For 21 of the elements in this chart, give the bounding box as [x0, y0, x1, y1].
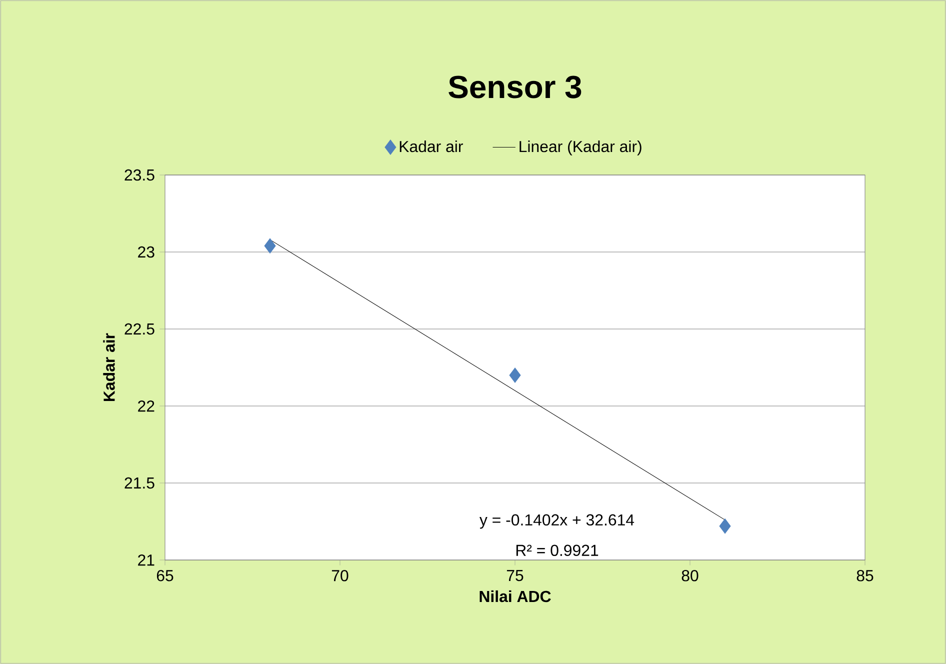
y-tick-label: 23.5 — [124, 169, 154, 181]
y-axis-title: Kadar air — [103, 333, 115, 401]
x-tick-label: 65 — [156, 570, 174, 582]
x-tick-label: 70 — [332, 570, 348, 582]
point — [719, 518, 731, 534]
y-tick-label: 22 — [138, 400, 154, 412]
annotation: R² = 0.9921 — [516, 544, 598, 556]
y-tick-label: 21.5 — [124, 477, 154, 489]
annotation: y = -0.1402x + 32.614 — [480, 514, 634, 529]
x-tick-label: 80 — [682, 570, 698, 582]
point — [264, 238, 276, 254]
legend-label: Kadar air — [400, 140, 463, 152]
y-tick-label: 21 — [138, 554, 154, 566]
y-tick-label: 22.5 — [124, 323, 154, 335]
x-axis-title: Nilai ADC — [480, 590, 551, 602]
y-tick-label: 23 — [138, 246, 154, 258]
legend-label: Linear (Kadar air) — [520, 140, 642, 156]
x-tick-label: 75 — [506, 570, 524, 582]
chart-title: Sensor 3 — [448, 76, 582, 98]
point — [509, 368, 521, 383]
x-tick-label: 85 — [856, 570, 874, 582]
